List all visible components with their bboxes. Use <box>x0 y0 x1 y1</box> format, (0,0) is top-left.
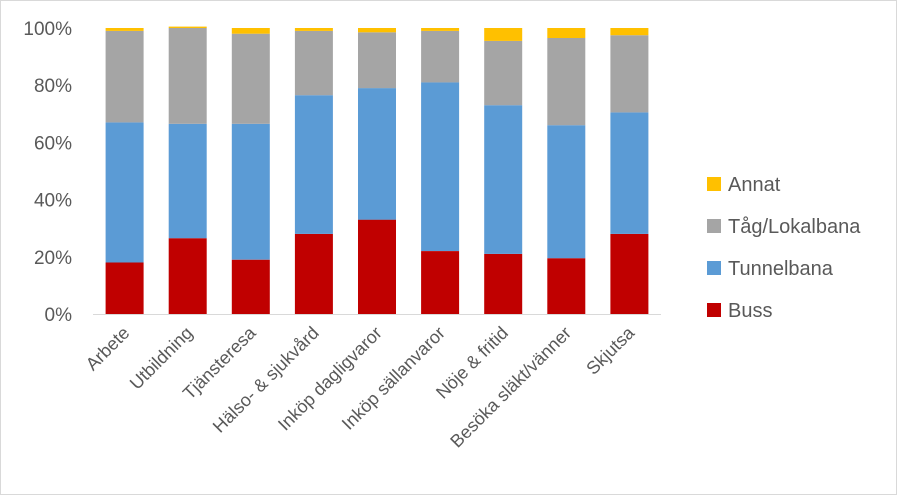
legend-label-buss: Buss <box>728 300 772 322</box>
bar-tunnelbana-inkop-dagligvaror <box>358 88 396 220</box>
bar-annat-inkop-dagligvaror <box>358 28 396 33</box>
bar-tunnelbana-inkop-sallanvaror <box>421 82 460 251</box>
legend: Annat Tåg/Lokalbana Tunnelbana Buss <box>707 174 861 322</box>
bar-tunnelbana-tjansteresa <box>231 123 270 260</box>
bar-tag-lokalbana-skjutsa <box>610 35 649 113</box>
bar-tag-lokalbana-inkop-sallanvaror <box>421 30 460 83</box>
x-tick-label: Arbete <box>82 323 134 375</box>
y-tick-labels: 0% 20% 40% 60% 80% 100% <box>23 19 72 326</box>
bar-tunnelbana-utbildning <box>168 123 207 239</box>
bar-annat-arbete <box>105 28 144 31</box>
y-tick-label: 20% <box>34 248 72 269</box>
bar-annat-skjutsa <box>610 28 649 36</box>
bar-tag-lokalbana-noje-fritid <box>484 40 523 106</box>
bar-buss-utbildning <box>168 238 207 314</box>
bar-buss-inkop-sallanvaror <box>421 251 460 314</box>
bar-buss-halso-sjukvard <box>294 233 333 314</box>
legend-swatch-annat <box>707 177 721 191</box>
y-tick-label: 80% <box>34 76 72 97</box>
bar-annat-tjansteresa <box>231 28 270 34</box>
bar-annat-utbildning <box>168 26 207 28</box>
bar-tunnelbana-skjutsa <box>610 112 649 234</box>
bar-buss-skjutsa <box>610 233 649 314</box>
bar-buss-arbete <box>105 262 144 314</box>
bar-tunnelbana-arbete <box>105 122 144 263</box>
legend-swatch-tunnelbana <box>707 261 721 275</box>
bar-tag-lokalbana-arbete <box>105 30 144 123</box>
bar-tag-lokalbana-halso-sjukvard <box>294 30 333 96</box>
y-tick-label: 0% <box>45 305 73 326</box>
bar-tag-lokalbana-besoka-slakt-vanner <box>547 38 586 126</box>
bar-annat-noje-fritid <box>484 28 523 41</box>
bars-group <box>105 26 649 314</box>
x-tick-label: Hälso- & sjukvård <box>209 323 323 437</box>
y-tick-label: 40% <box>34 191 72 212</box>
bar-tag-lokalbana-inkop-dagligvaror <box>358 32 396 89</box>
bar-tag-lokalbana-tjansteresa <box>231 33 270 124</box>
bar-buss-inkop-dagligvaror <box>358 219 396 314</box>
x-tick-label: Besöka släkt/vänner <box>446 323 575 452</box>
bar-tunnelbana-besoka-slakt-vanner <box>547 125 586 259</box>
bar-annat-besoka-slakt-vanner <box>547 28 586 38</box>
legend-label-tag-lokalbana: Tåg/Lokalbana <box>728 216 861 238</box>
bar-tunnelbana-noje-fritid <box>484 105 523 254</box>
legend-label-annat: Annat <box>728 174 781 196</box>
legend-swatch-buss <box>707 303 721 317</box>
legend-label-tunnelbana: Tunnelbana <box>728 258 834 280</box>
bar-annat-halso-sjukvard <box>294 28 333 31</box>
bar-tag-lokalbana-utbildning <box>168 28 207 124</box>
bar-buss-besoka-slakt-vanner <box>547 258 586 314</box>
y-tick-label: 100% <box>23 19 72 40</box>
legend-swatch-tag-lokalbana <box>707 219 721 233</box>
y-tick-label: 60% <box>34 133 72 154</box>
bar-tunnelbana-halso-sjukvard <box>294 95 333 234</box>
bar-annat-inkop-sallanvaror <box>421 28 460 31</box>
bar-buss-tjansteresa <box>231 259 270 314</box>
x-tick-label: Skjutsa <box>582 322 639 379</box>
bar-buss-noje-fritid <box>484 253 523 314</box>
